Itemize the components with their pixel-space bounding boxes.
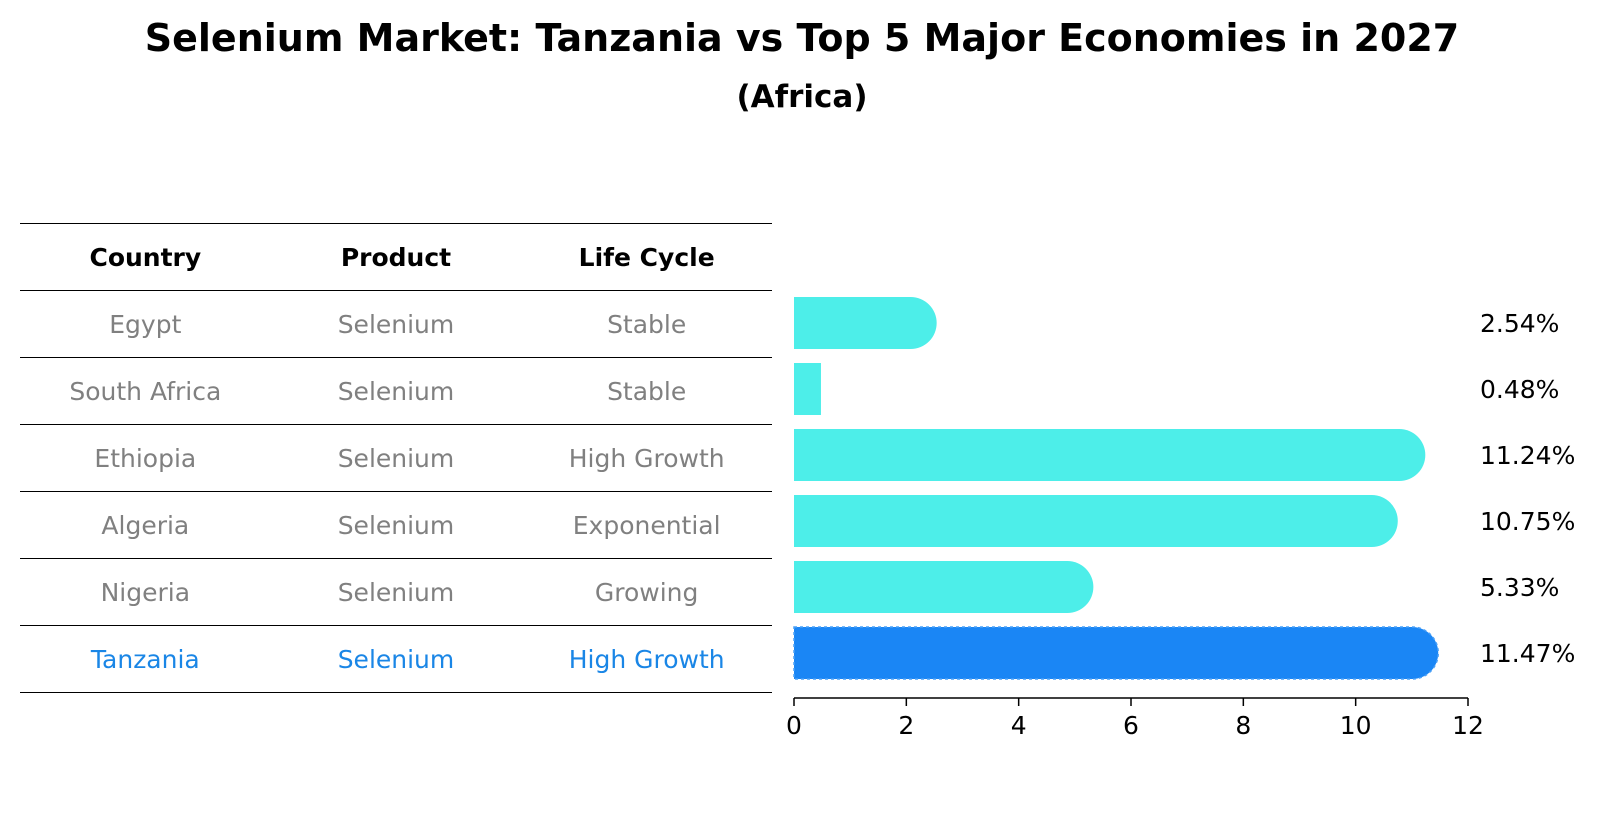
bar-value-label: 2.54%	[1480, 309, 1559, 338]
table-row: Egypt Selenium Stable	[20, 290, 772, 358]
bar	[794, 495, 1398, 547]
chart-subtitle: (Africa)	[736, 79, 868, 115]
bar-value-label: 0.48%	[1480, 375, 1559, 404]
life-cycle-cell: Exponential	[521, 491, 772, 559]
country-cell: Ethiopia	[20, 424, 271, 492]
bar	[794, 297, 937, 349]
bar-highlighted	[793, 626, 1439, 680]
country-cell: South Africa	[20, 357, 271, 425]
bar	[794, 561, 1094, 613]
product-cell: Selenium	[270, 491, 522, 559]
product-cell: Selenium	[270, 290, 522, 358]
product-cell: Selenium	[270, 625, 522, 693]
bar-value-label: 10.75%	[1480, 507, 1575, 536]
table-row: Ethiopia Selenium High Growth	[20, 424, 772, 492]
table-row: Algeria Selenium Exponential	[20, 491, 772, 559]
x-tick-label: 4	[1011, 711, 1027, 740]
life-cycle-cell: Stable	[521, 357, 772, 425]
x-tick-label: 6	[1123, 711, 1139, 740]
column-header-life-cycle: Life Cycle	[521, 223, 772, 291]
table-header-row: Country Product Life Cycle	[20, 223, 772, 291]
bar	[794, 363, 821, 415]
country-cell: Algeria	[20, 491, 271, 559]
product-cell: Selenium	[270, 357, 522, 425]
comparison-table-wrap: Country Product Life Cycle Egypt Seleniu…	[20, 223, 772, 693]
x-tick-label: 2	[898, 711, 914, 740]
column-header-product: Product	[270, 223, 522, 291]
table-row: Nigeria Selenium Growing	[20, 558, 772, 626]
country-cell: Nigeria	[20, 558, 271, 626]
bar-value-label: 5.33%	[1480, 573, 1559, 602]
bar-value-label: 11.24%	[1480, 441, 1575, 470]
bar	[794, 429, 1426, 481]
x-tick-label: 12	[1452, 711, 1484, 740]
life-cycle-cell: High Growth	[521, 625, 772, 693]
x-tick-label: 10	[1340, 711, 1372, 740]
comparison-table: Country Product Life Cycle Egypt Seleniu…	[20, 223, 772, 693]
table-row-highlighted: Tanzania Selenium High Growth	[20, 625, 772, 693]
life-cycle-cell: High Growth	[521, 424, 772, 492]
product-cell: Selenium	[270, 558, 522, 626]
country-cell: Tanzania	[20, 625, 271, 693]
x-tick-label: 8	[1235, 711, 1251, 740]
country-cell: Egypt	[20, 290, 271, 358]
product-cell: Selenium	[270, 424, 522, 492]
table-row: South Africa Selenium Stable	[20, 357, 772, 425]
life-cycle-cell: Stable	[521, 290, 772, 358]
column-header-country: Country	[20, 223, 271, 291]
life-cycle-cell: Growing	[521, 558, 772, 626]
bar-value-label: 11.47%	[1480, 639, 1575, 668]
x-tick-label: 0	[786, 711, 802, 740]
chart-title: Selenium Market: Tanzania vs Top 5 Major…	[144, 16, 1460, 60]
